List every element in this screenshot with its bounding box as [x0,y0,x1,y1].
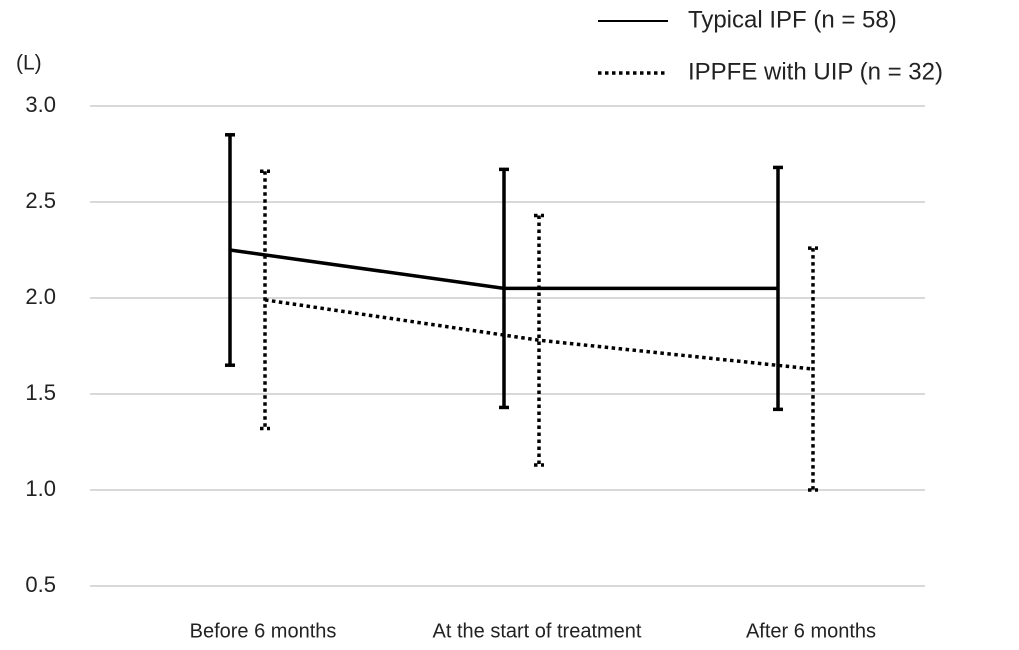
y-tick-label: 2.0 [25,284,56,309]
x-tick-label: After 6 months [746,620,876,642]
y-tick-label: 3.0 [25,92,56,117]
x-tick-label: At the start of treatment [433,620,642,642]
legend-label: IPPFE with UIP (n = 32) [688,58,943,85]
y-tick-label: 1.0 [25,476,56,501]
error-bar [773,165,783,412]
y-tick-label: 0.5 [25,572,56,597]
legend-label: Typical IPF (n = 58) [688,6,897,33]
error-bar [534,213,544,467]
y-axis-label: (L) [16,52,42,75]
error-bar [808,246,818,492]
error-bar [260,169,270,431]
x-tick-label: Before 6 months [190,620,337,642]
error-bar [225,133,235,367]
series-line [264,298,814,371]
error-bar [499,167,509,410]
y-tick-label: 2.5 [25,188,56,213]
y-tick-label: 1.5 [25,380,56,405]
